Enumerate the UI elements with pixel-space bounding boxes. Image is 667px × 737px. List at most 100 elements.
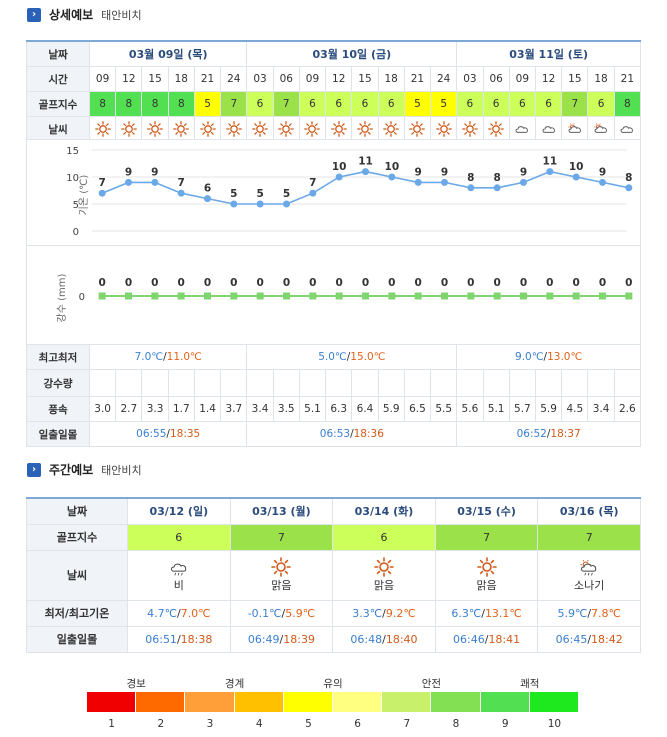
max-temp: 7.8℃ (591, 606, 621, 620)
weekly-sun-row: 일출일몰 06:51/18:38 06:49/18:39 06:48/18:40 06… (26, 625, 641, 653)
rain-cell (193, 369, 222, 397)
minmax-cell: 5.0℃/15.0℃ (246, 344, 458, 370)
weekly-golf-label: 골프지수 (26, 523, 128, 551)
precipitation-point (335, 292, 343, 300)
weekly-weather-text: 맑음 (476, 579, 497, 592)
min-temp: 9.0℃ (515, 351, 544, 363)
time-cell: 03 (246, 66, 274, 92)
y-tick-label: 5 (73, 200, 79, 211)
weather-cell (456, 116, 484, 142)
precipitation-data-label: 0 (573, 277, 580, 289)
sunrise-time: 06:53 (319, 428, 351, 440)
wind-cell: 2.6 (613, 396, 642, 422)
golf-index-cell: 6 (482, 91, 510, 117)
temperature-point (256, 200, 264, 208)
weekly-temp-cell: 3.3℃/9.2℃ (332, 599, 436, 627)
sunrise-time: 06:51 (145, 632, 177, 646)
separator: / (346, 351, 351, 363)
precipitation-point (125, 292, 132, 300)
sunset-time: 18:39 (283, 632, 315, 646)
weekly-temp-label: 최저/최고기온 (26, 599, 128, 627)
temperature-point (283, 200, 290, 208)
precipitation-point (467, 292, 475, 300)
weather-cell (403, 116, 432, 142)
wind-cell: 3.5 (272, 396, 300, 422)
weekly-section-header: › 주간예보 태안비치 (27, 461, 142, 478)
sun-icon (409, 121, 426, 137)
weekly-date-row: 날짜 03/12 (일) 03/13 (월) 03/14 (화) 03/15 (수) 0… (26, 497, 641, 525)
golf-index-cell: 8 (88, 91, 117, 117)
precipitation-point (493, 292, 501, 300)
temperature-data-label: 9 (441, 166, 448, 178)
temperature-data-label: 7 (99, 177, 106, 189)
temperature-point (151, 178, 159, 186)
sun-icon (278, 121, 295, 137)
minmax-cell: 7.0℃/11.0℃ (88, 344, 248, 370)
rain-cell (141, 369, 169, 397)
weather-cell (561, 116, 589, 142)
precipitation-point (151, 292, 159, 300)
max-temp: 13.1℃ (484, 606, 522, 620)
detail-title: 상세예보 (49, 8, 94, 22)
sun-cell: 06:55/18:35 (88, 421, 248, 447)
weekly-temp-cell: 5.9℃/7.8℃ (537, 599, 641, 627)
legend-category: 쾌적 (520, 678, 540, 690)
rain-cell (272, 369, 300, 397)
precipitation-data-label: 0 (125, 277, 132, 289)
sun-icon (383, 121, 400, 137)
temperature-point (599, 178, 606, 186)
sunrise-time: 06:45 (555, 632, 588, 646)
wind-cell: 4.5 (561, 396, 589, 422)
section-arrow-icon: › (27, 7, 41, 22)
precipitation-point (256, 292, 264, 300)
separator: / (166, 428, 170, 440)
weather-cell (220, 116, 248, 142)
golf-index-cell: 6 (508, 91, 536, 117)
temperature-point (546, 168, 554, 176)
cloud-icon (542, 126, 555, 133)
wind-cell: 3.4 (587, 396, 615, 422)
temperature-data-label: 5 (230, 188, 237, 200)
precipitation-point (230, 292, 238, 300)
max-temp: 13.0℃ (547, 351, 583, 363)
sunset-time: 18:37 (550, 428, 581, 440)
golf-index-cell: 5 (193, 91, 222, 117)
weekly-weather-cell: 소나기 (537, 549, 641, 601)
sun-icon (225, 121, 242, 137)
weekly-weather-cell: 맑음 (434, 549, 539, 601)
weekly-forecast-table: 날짜 03/12 (일) 03/13 (월) 03/14 (화) 03/15 (수) 0… (26, 497, 641, 653)
rain-row: 강수량 (26, 369, 642, 397)
rain-cell (115, 369, 143, 397)
temperature-data-label: 9 (151, 166, 158, 178)
weekly-golf-cell: 6 (127, 523, 231, 551)
weekly-sun-cell: 06:46/18:41 (434, 625, 539, 653)
min-temp: 4.7℃ (147, 606, 177, 620)
weekly-date-cell: 03/16 (목) (537, 497, 641, 525)
temperature-data-label: 11 (543, 156, 558, 168)
day-header: 03월 10일 (금) (246, 40, 458, 67)
legend-swatch (283, 692, 334, 712)
rain-cell (220, 369, 248, 397)
golf-index-legend: 경보 경계 유의 안전 쾌적 1 2 3 4 5 6 7 8 9 10 (87, 676, 580, 736)
weekly-sun-cell: 06:49/18:39 (229, 625, 334, 653)
legend-numbers: 1 2 3 4 5 6 7 8 9 10 (87, 718, 579, 730)
wind-cell: 3.0 (88, 396, 117, 422)
weather-cell (88, 116, 117, 142)
wind-cell: 3.7 (220, 396, 248, 422)
separator: / (481, 606, 485, 620)
precipitation-data-label: 0 (388, 277, 395, 289)
wind-cell: 3.4 (246, 396, 274, 422)
temperature-data-label: 11 (358, 156, 373, 168)
temperature-data-label: 8 (467, 172, 474, 184)
golf-index-cell: 7 (561, 91, 589, 117)
weekly-sun-label: 일출일몰 (26, 625, 128, 653)
weekly-sun-cell: 06:45/18:42 (537, 625, 641, 653)
weather-cell (534, 116, 563, 142)
separator: / (587, 606, 592, 620)
rain-cell (403, 369, 432, 397)
legend-number: 8 (452, 718, 460, 730)
wind-cell: 3.3 (141, 396, 169, 422)
wind-label: 풍속 (26, 396, 90, 422)
